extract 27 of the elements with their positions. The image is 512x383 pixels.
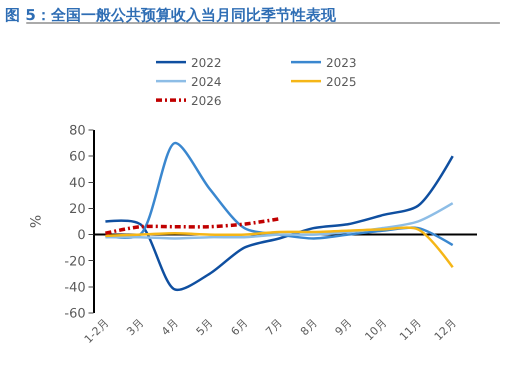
y-tick-label: 0 [77,228,86,244]
x-tick-label: 4月 [158,316,181,338]
x-tick-label: 7月 [263,316,286,338]
line-series [104,217,281,236]
y-tick-label: 40 [69,176,86,191]
x-tick-label: 6月 [228,316,250,338]
line-series [104,202,454,240]
x-tick-label: 8月 [298,316,320,338]
legend-label: 2024 [191,74,222,89]
y-tick-label: 80 [69,124,86,139]
y-tick-label: -20 [64,254,86,270]
line-series [104,154,454,291]
x-tick-label: 11月 [397,316,424,344]
y-axis-title: % [28,214,45,228]
legend-label: 2023 [326,56,357,70]
legend-label: 2022 [191,56,222,70]
x-tick-label: 3月 [124,316,146,338]
y-tick-label: 20 [69,202,86,217]
y-tick-label: -40 [64,280,86,296]
y-tick-label: 60 [69,150,86,165]
x-tick-label: 5月 [194,316,216,338]
chart-title: 图 5：全国一般公共预算收入当月同比季节性表现 [5,6,337,24]
legend-label: 2025 [326,74,357,89]
x-tick-label: 10月 [362,316,390,344]
x-tick-label: 12月 [432,316,459,344]
x-tick-label: 9月 [332,316,355,338]
legend-label: 2026 [191,94,222,108]
